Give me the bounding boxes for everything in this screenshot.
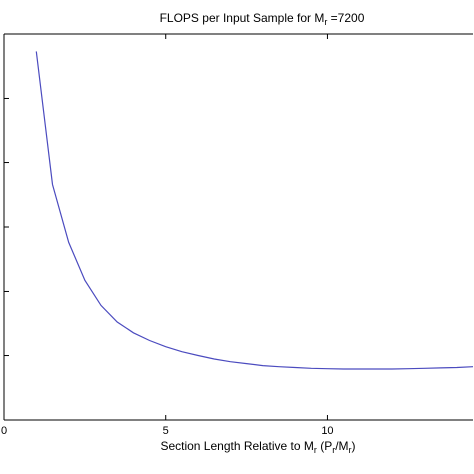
chart-title: FLOPS per Input Sample for Mr =7200 <box>160 11 365 27</box>
series-line <box>35 51 474 370</box>
plot-area: 0 5 10 <box>1 33 474 437</box>
x-tick-label: 0 <box>1 425 7 437</box>
x-tick-label: 5 <box>163 425 169 437</box>
x-tick-label: 10 <box>321 425 333 437</box>
x-axis-label: Section Length Relative to Mr (Pr/Mr) <box>160 439 355 455</box>
